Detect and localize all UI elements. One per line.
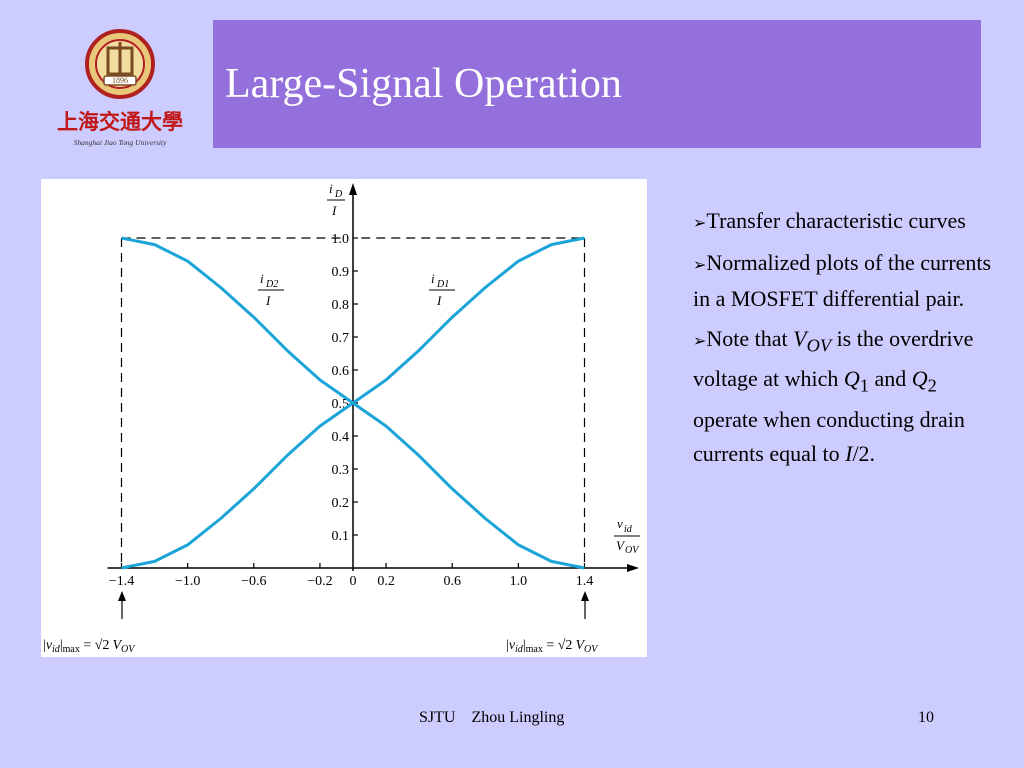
footer-author: SJTU Zhou Lingling bbox=[419, 709, 565, 726]
vov-symbol: V bbox=[793, 326, 807, 351]
annotation-right: |vid|max = √2 VOV bbox=[506, 638, 599, 655]
y-tick-label: 0.2 bbox=[332, 496, 350, 511]
bullet-arrow-icon: ➢ bbox=[693, 213, 707, 232]
series-id2-sub: D2 bbox=[265, 279, 278, 290]
y-label-den: I bbox=[331, 203, 337, 218]
x-tick-label: −1.0 bbox=[175, 574, 200, 589]
x-label-num-main: v bbox=[617, 516, 623, 531]
bullet-text-part: is the overdrive voltage at which bbox=[693, 326, 974, 392]
bullet-text: Normalized plots of the currents in a MO… bbox=[693, 250, 992, 311]
q1-subscript: 1 bbox=[859, 375, 869, 396]
x-tick-label: 1.0 bbox=[510, 574, 528, 589]
series-line-iD2 bbox=[121, 236, 585, 570]
arrow-right bbox=[581, 591, 589, 619]
page-number: 10 bbox=[918, 709, 934, 726]
y-label-num-main: i bbox=[329, 181, 333, 196]
bullet-item: ➢Transfer characteristic curves bbox=[693, 204, 993, 240]
bullet-text-part: /2. bbox=[852, 440, 876, 466]
chart-canvas: −1.4 −1.0 −0.6 −0.2 0 0.2 0.6 1.0 1.4 0.1 0.2 0.3 0.… bbox=[43, 181, 640, 655]
vov-subscript: OV bbox=[806, 335, 832, 356]
y-axis-label: i D I bbox=[327, 181, 345, 218]
series-id1-sub: D1 bbox=[436, 279, 449, 290]
series-id2-main: i bbox=[260, 271, 264, 286]
x-label-den-main: V bbox=[616, 538, 626, 553]
x-tick-label: −1.4 bbox=[109, 574, 134, 589]
series-id2-den: I bbox=[265, 293, 271, 308]
title-bar: Large-Signal Operation bbox=[213, 20, 981, 148]
y-tick-label: 0.3 bbox=[332, 463, 350, 478]
annotation-left: |vid|max = √2 VOV bbox=[43, 638, 136, 655]
bullet-text-part: operate when conducting drain currents e… bbox=[693, 406, 965, 466]
transfer-characteristic-chart: −1.4 −1.0 −0.6 −0.2 0 0.2 0.6 1.0 1.4 0.1 0.2 0.3 0.… bbox=[41, 179, 647, 657]
x-label-den-sub: OV bbox=[625, 545, 640, 556]
q2-symbol: Q bbox=[911, 366, 928, 392]
bullet-list: ➢Transfer characteristic curves ➢Normali… bbox=[693, 204, 993, 477]
chart-series bbox=[121, 236, 585, 570]
bullet-text-part: and bbox=[868, 366, 912, 392]
sjtu-logo: 1896 上海交通大學 Shanghai Jiao Tong Universit… bbox=[57, 29, 183, 147]
y-label-num-sub: D bbox=[334, 189, 343, 200]
y-tick-label: 0.9 bbox=[332, 265, 350, 280]
series-id1-den: I bbox=[436, 293, 442, 308]
bullet-text: Transfer characteristic curves bbox=[706, 208, 966, 233]
x-tick-label: −0.2 bbox=[307, 574, 332, 589]
bullet-text-part: Note that bbox=[706, 326, 794, 351]
y-tick-label: 1.0 bbox=[332, 232, 350, 247]
x-tick-label: 0.2 bbox=[377, 574, 395, 589]
x-axis-label: v id V OV bbox=[614, 516, 640, 556]
q1-symbol: Q bbox=[843, 366, 860, 392]
bullet-item: ➢Normalized plots of the currents in a M… bbox=[693, 246, 993, 316]
chart-axes bbox=[107, 183, 639, 572]
y-tick-label: 0.8 bbox=[332, 298, 350, 313]
y-tick-label: 0.1 bbox=[332, 529, 350, 544]
arrow-left bbox=[118, 591, 126, 619]
chart-ticks: −1.4 −1.0 −0.6 −0.2 0 0.2 0.6 1.0 1.4 0.1 0.2 0.3 0.… bbox=[109, 232, 593, 589]
bullet-item: ➢Note that VOV is the overdrive voltage … bbox=[693, 322, 993, 471]
logo-english-name: Shanghai Jiao Tong University bbox=[74, 138, 168, 147]
bullet-arrow-icon: ➢ bbox=[693, 255, 707, 274]
i-symbol: I bbox=[845, 440, 853, 466]
x-tick-label: 1.4 bbox=[576, 574, 594, 589]
y-tick-label: 0.7 bbox=[332, 331, 350, 346]
series-label-id2: i D2 I bbox=[258, 271, 284, 308]
logo-year: 1896 bbox=[112, 76, 128, 85]
series-label-id1: i D1 I bbox=[429, 271, 455, 308]
x-axis-arrow bbox=[627, 564, 639, 572]
y-tick-label: 0.6 bbox=[332, 364, 350, 379]
series-id1-main: i bbox=[431, 271, 435, 286]
q2-subscript: 2 bbox=[927, 375, 937, 396]
logo-chinese-name: 上海交通大學 bbox=[57, 110, 183, 134]
x-tick-label: 0.6 bbox=[443, 574, 461, 589]
x-label-num-sub: id bbox=[624, 524, 633, 535]
y-axis-arrow bbox=[349, 183, 357, 195]
x-tick-label: −0.6 bbox=[241, 574, 266, 589]
x-tick-label: 0 bbox=[350, 574, 357, 589]
dashed-guides bbox=[120, 237, 586, 568]
bullet-arrow-icon: ➢ bbox=[693, 331, 707, 350]
slide-title: Large-Signal Operation bbox=[225, 61, 622, 107]
y-tick-label: 0.4 bbox=[332, 430, 350, 445]
